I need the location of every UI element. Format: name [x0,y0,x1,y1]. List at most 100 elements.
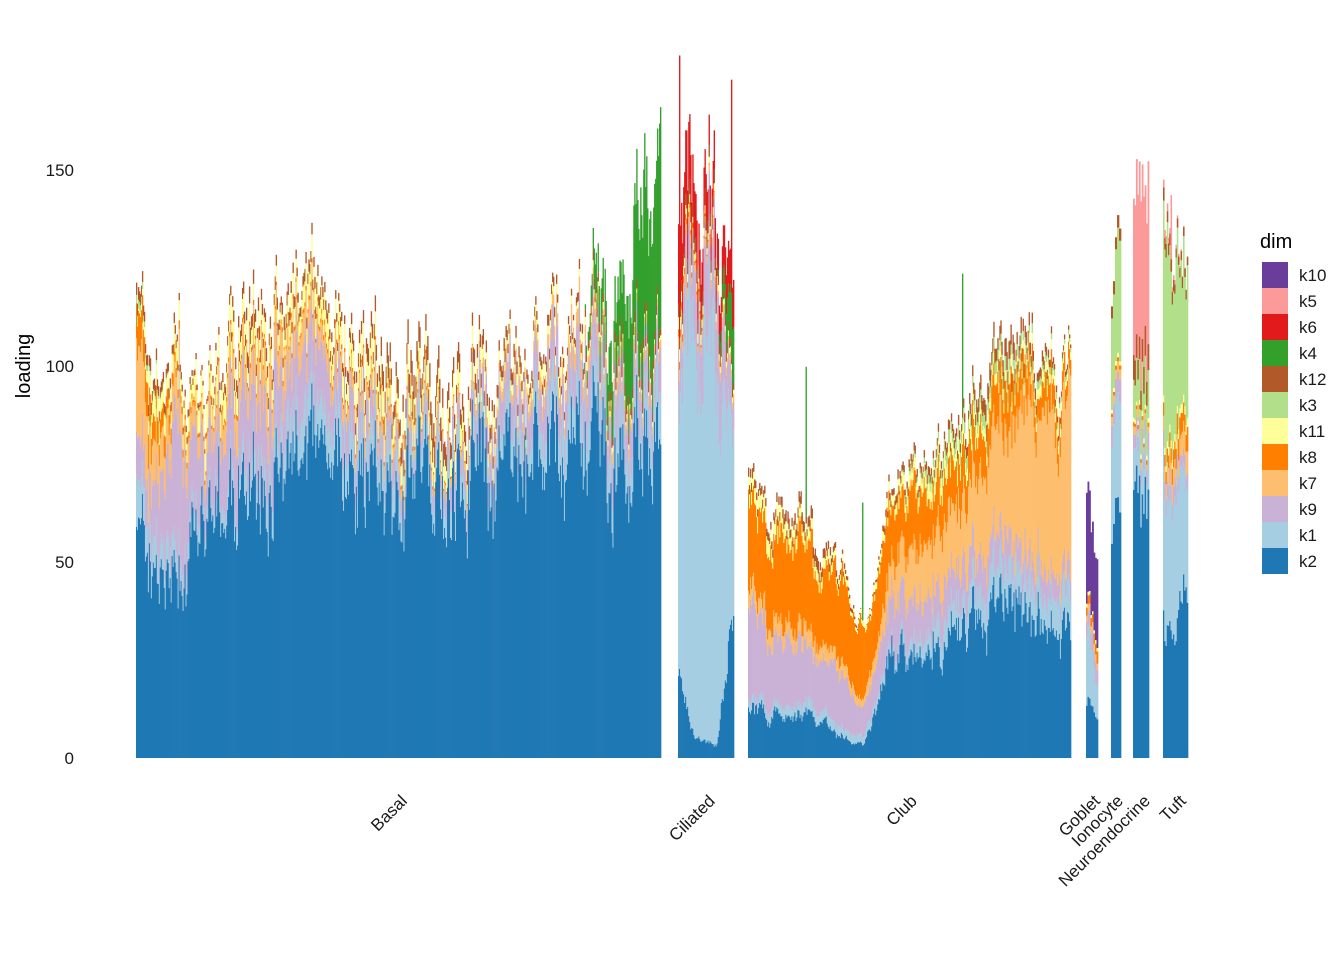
bar-segment-k2 [451,540,453,758]
bar-segment-k8 [448,418,450,421]
bar-segment-k11 [552,282,554,292]
bar-segment-k12 [321,276,323,286]
bar-segment-k7 [618,371,620,385]
bar-segment-k7 [556,293,558,305]
bar-segment-k9 [230,357,232,430]
bar-segment-k7 [408,418,410,430]
bar-segment-k7 [167,408,170,445]
bar-segment-k2 [214,527,216,758]
bar-segment-k8 [695,259,697,264]
bar-segment-k1 [347,464,350,495]
bar-segment-k11 [479,347,482,360]
bar-segment-k7 [325,337,327,355]
bar-segment-k12 [353,371,356,384]
bar-segment-k7 [749,594,751,614]
bar-segment-k11 [836,583,839,590]
bar-segment-k2 [756,704,758,758]
bar-segment-k8 [828,580,831,653]
bar-segment-k11 [381,385,383,417]
bar-segment-k9 [393,457,395,486]
bar-segment-k11 [510,380,512,391]
bar-segment-k11 [595,293,597,300]
bar-segment-k1 [564,436,567,482]
bar-segment-k1 [730,413,733,620]
bar-segment-k2 [435,481,437,758]
bar-segment-k12 [450,442,452,460]
bar-segment-k2 [433,523,435,758]
bar-segment-k1 [611,502,613,533]
bar-segment-k11 [573,343,576,351]
bar-segment-k1 [832,719,835,731]
bar-segment-k11 [580,352,583,361]
bar-segment-k4 [635,204,637,343]
bar-segment-k8 [294,325,296,330]
bar-segment-k1 [638,434,640,460]
bar-segment-k9 [281,366,283,426]
bar-segment-k1 [654,381,656,422]
bar-segment-k1 [484,421,487,449]
bar-segment-k8 [757,533,759,614]
bar-segment-k7 [207,432,209,452]
bar-segment-k1 [271,512,274,539]
bar-segment-k4 [602,257,604,293]
bar-segment-k12 [773,512,775,521]
bar-segment-k11 [548,325,550,334]
bar-segment-k1 [230,429,232,449]
bar-segment-k1 [495,477,497,501]
bar-segment-k3 [156,389,159,394]
bar-segment-k9 [823,659,826,708]
bar-segment-k12 [523,371,525,382]
bar-segment-k9 [752,595,754,694]
bar-segment-k11 [523,381,525,390]
bar-segment-k12 [181,384,183,392]
bar-segment-k9 [297,357,299,431]
bar-segment-k12 [457,342,460,363]
bar-segment-k8 [363,413,366,417]
bar-segment-k11 [839,574,842,581]
bar-segment-k9 [556,326,559,375]
bar-segment-k3 [142,315,145,321]
bar-segment-k7 [517,427,519,438]
bar-segment-k9 [314,336,316,405]
bar-segment-k11 [160,394,163,412]
bar-segment-k11 [616,377,618,383]
bar-segment-k1 [555,427,557,463]
bar-segment-k11 [575,305,578,313]
bar-segment-k12 [607,431,609,441]
bar-segment-k7 [611,454,613,467]
bar-segment-k2 [451,468,454,758]
bar-segment-k7 [696,294,698,302]
bar-segment-k2 [254,473,257,758]
bar-segment-k12 [454,434,457,452]
bar-segment-k1 [609,463,611,494]
bar-segment-k1 [318,410,320,448]
bar-segment-k9 [455,434,458,463]
bar-segment-k12 [756,492,758,501]
bar-segment-k2 [839,737,842,758]
bar-segment-k9 [610,416,612,453]
bar-segment-k9 [261,386,264,457]
bar-segment-k12 [681,280,683,292]
bar-segment-k11 [174,334,176,352]
bar-segment-k9 [295,310,297,376]
bar-segment-k9 [166,443,169,532]
bar-segment-k12 [559,356,562,368]
bar-segment-k1 [612,510,614,548]
bar-segment-k8 [311,258,313,263]
bar-segment-k11 [327,323,329,349]
bar-segment-k11 [487,453,489,468]
bar-segment-k7 [516,385,518,398]
bar-segment-k9 [625,434,627,473]
bar-segment-k11 [199,406,201,433]
bar-segment-k2 [690,729,692,758]
bar-segment-k9 [701,339,703,405]
bar-segment-k11 [342,372,344,398]
bar-segment-k1 [398,498,400,531]
bar-segment-k7 [510,390,512,400]
bar-segment-k9 [860,707,862,734]
bar-segment-k8 [248,321,251,326]
bar-segment-k9 [502,400,504,437]
bar-segment-k9 [156,483,159,556]
bar-segment-k11 [345,376,347,400]
bar-segment-k11 [782,518,784,533]
